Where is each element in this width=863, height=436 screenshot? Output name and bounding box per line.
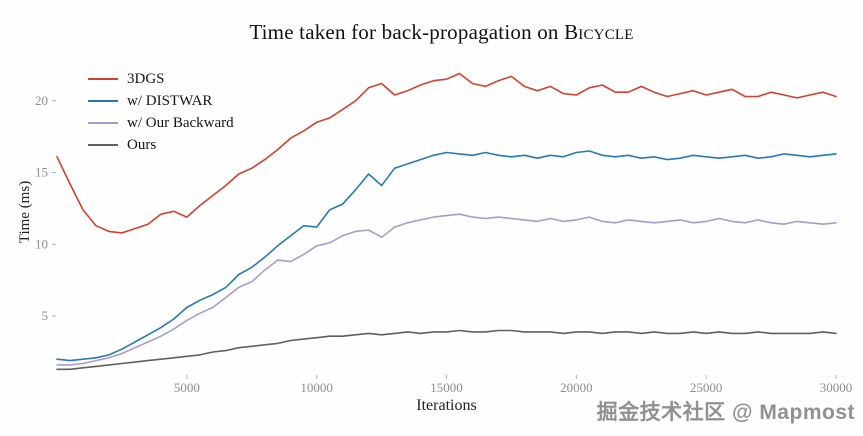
x-tick-label: 10000	[300, 380, 333, 395]
chart-title: Time taken for back-propagation on Bicyc…	[30, 20, 853, 45]
y-axis-label: Time (ms)	[17, 180, 33, 244]
chart-title-scene: Bicycle	[564, 20, 634, 44]
series-line-w-distwar	[56, 150, 837, 362]
x-tick-label: 30000	[820, 380, 853, 395]
y-tick-label: 15	[35, 165, 48, 180]
plot-lines	[56, 72, 837, 371]
legend-item-ours: Ours	[88, 134, 234, 156]
series-line-3dgs	[56, 72, 837, 234]
axis-ticks: 5000 10000 15000 20000 25000 30000 5 10 15 20	[35, 93, 852, 395]
legend-label: w/ Our Backward	[127, 114, 234, 131]
y-tick-label: 20	[35, 93, 48, 108]
legend-label: Ours	[127, 136, 157, 153]
x-tick-label: 20000	[560, 380, 593, 395]
legend-item-w-our-backward: w/ Our Backward	[88, 112, 234, 134]
legend-line-sample	[88, 144, 118, 146]
legend-label: 3DGS	[127, 70, 165, 87]
series-line-ours	[56, 329, 837, 371]
series-line-w-our-backward	[56, 213, 837, 366]
legend-item-3dgs: 3DGS	[88, 68, 234, 90]
legend-line-sample	[88, 78, 118, 80]
x-axis-label: Iterations	[416, 397, 477, 414]
legend-line-sample	[88, 122, 118, 124]
legend-label: w/ DISTWAR	[127, 92, 213, 109]
legend: 3DGS w/ DISTWAR w/ Our Backward Ours	[88, 68, 234, 156]
y-tick-label: 5	[42, 308, 49, 323]
legend-item-w-distwar: w/ DISTWAR	[88, 90, 234, 112]
x-tick-label: 25000	[690, 380, 723, 395]
x-tick-label: 15000	[430, 380, 463, 395]
watermark: 掘金技术社区 @ Mapmost	[596, 401, 855, 424]
chart-title-text: Time taken for back-propagation on	[249, 20, 565, 44]
y-tick-label: 10	[35, 236, 48, 251]
x-tick-label: 5000	[174, 380, 200, 395]
legend-line-sample	[88, 100, 118, 102]
